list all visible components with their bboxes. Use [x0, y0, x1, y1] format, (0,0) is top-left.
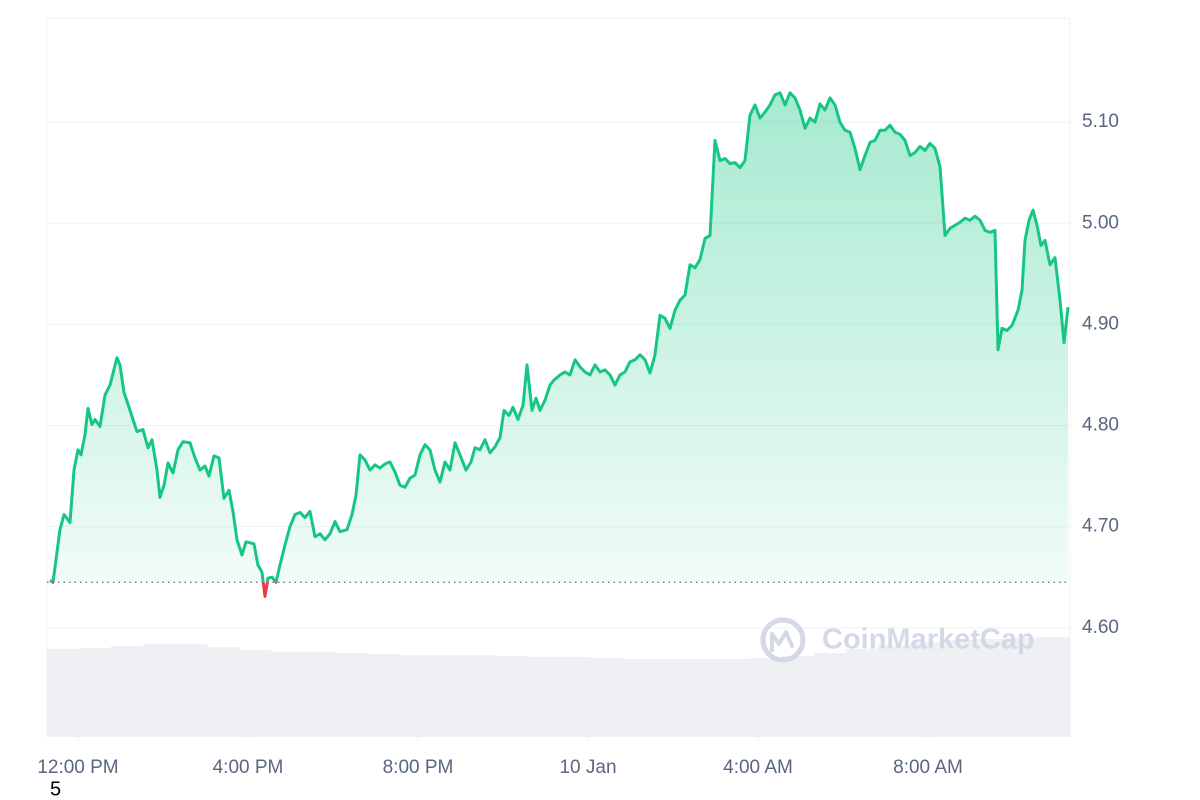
volume-bar	[462, 655, 496, 737]
volume-bar	[78, 648, 112, 737]
y-tick-label: 5.10	[1082, 111, 1119, 132]
volume-bar	[782, 656, 815, 737]
y-tick-label: 4.70	[1082, 516, 1119, 537]
y-tick-label: 5.00	[1082, 212, 1119, 233]
price-line-up	[49, 91, 1070, 583]
volume-bar	[654, 659, 687, 737]
volume-bar	[942, 640, 975, 737]
volume-bar	[558, 657, 591, 737]
volume-bar	[846, 649, 879, 737]
price-area	[49, 92, 1068, 583]
x-tick-label: 8:00 PM	[383, 757, 454, 778]
x-tick-label: 12:00 PM	[37, 757, 118, 778]
volume-bar	[206, 647, 240, 737]
volume-bars	[47, 637, 1071, 737]
volume-bar	[174, 644, 208, 737]
volume-bar	[270, 652, 304, 737]
volume-bar	[334, 653, 368, 737]
series	[47, 91, 1070, 598]
volume-bar	[526, 657, 559, 737]
volume-bar	[590, 658, 623, 737]
volume-bar	[878, 645, 911, 737]
y-tick-label: 4.90	[1082, 313, 1119, 334]
volume-bar	[1006, 638, 1039, 737]
volume-bar	[110, 646, 144, 737]
watermark: CoinMarketCap	[760, 617, 1035, 663]
volume-bar	[366, 654, 400, 737]
y-tick-label: 4.60	[1082, 617, 1119, 638]
x-tick-label: 10 Jan	[559, 757, 616, 778]
corner-label: 5	[50, 778, 61, 800]
volume-bar	[750, 658, 783, 737]
volume-bar	[398, 655, 432, 737]
volume-bar	[302, 652, 336, 737]
volume-bar	[494, 656, 528, 737]
volume-bar	[1038, 637, 1071, 737]
volume-bar	[622, 659, 655, 737]
volume-bar	[686, 659, 719, 737]
volume-bar	[718, 659, 751, 737]
x-tick-label: 8:00 AM	[893, 757, 963, 778]
watermark-text: CoinMarketCap	[822, 624, 1035, 656]
y-tick-label: 4.80	[1082, 415, 1119, 436]
volume-bar	[974, 639, 1007, 737]
volume-bar	[910, 642, 943, 737]
x-tick-label: 4:00 AM	[723, 757, 793, 778]
volume-bar	[142, 644, 176, 737]
volume-bar	[47, 649, 80, 737]
volume-bar	[430, 655, 464, 737]
volume-bar	[814, 653, 847, 737]
x-tick-label: 4:00 PM	[213, 757, 284, 778]
volume-bar	[238, 650, 272, 737]
